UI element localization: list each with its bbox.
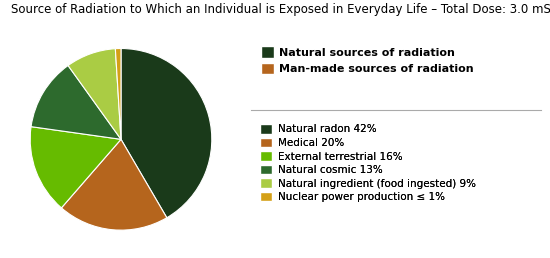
Legend: Natural radon 42%, Medical 20%, External terrestrial 16%, Natural cosmic 13%, Na: Natural radon 42%, Medical 20%, External…	[256, 120, 480, 206]
Wedge shape	[30, 127, 121, 208]
Wedge shape	[116, 49, 121, 139]
Wedge shape	[121, 49, 212, 218]
Wedge shape	[31, 66, 121, 139]
Text: Source of Radiation to Which an Individual is Exposed in Everyday Life – Total D: Source of Radiation to Which an Individu…	[11, 3, 550, 15]
Wedge shape	[68, 49, 121, 139]
Wedge shape	[62, 139, 167, 230]
